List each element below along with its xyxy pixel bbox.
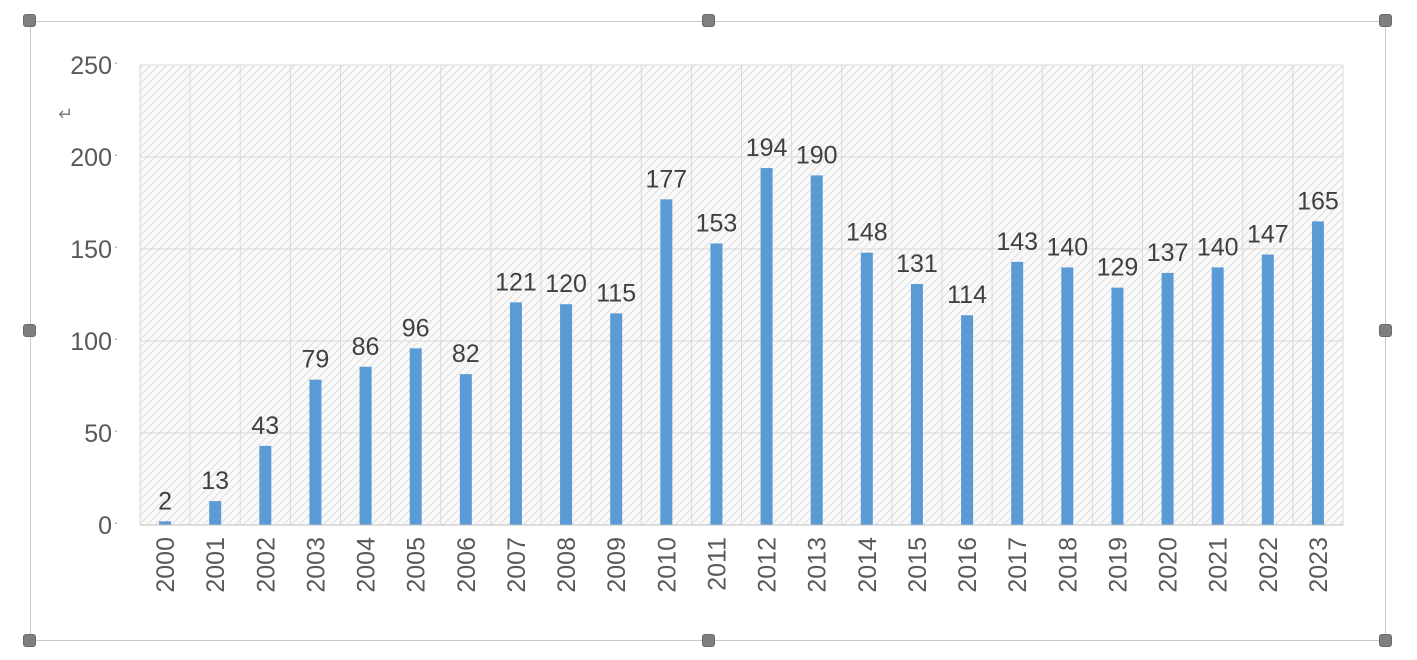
x-tick-label: 2013	[804, 537, 832, 593]
data-label: 129	[1097, 254, 1139, 282]
y-tick-mark: ·	[114, 147, 118, 162]
x-tick-label: 2012	[754, 537, 782, 593]
y-tick-label: 100	[70, 328, 112, 356]
bar	[209, 501, 222, 525]
resize-handle-bottom-right[interactable]	[1379, 634, 1392, 647]
data-label: 140	[1197, 233, 1239, 261]
data-label: 190	[796, 141, 838, 169]
resize-handle-bottom-center[interactable]	[702, 634, 715, 647]
bar	[810, 175, 823, 525]
resize-handle-bottom-left[interactable]	[23, 634, 36, 647]
bar	[710, 243, 723, 526]
data-label: 121	[495, 268, 537, 296]
data-label: 79	[302, 346, 330, 374]
data-label: 82	[452, 340, 480, 368]
y-tick-mark: ·	[114, 331, 118, 346]
resize-handle-middle-left[interactable]	[23, 324, 36, 337]
data-label: 96	[402, 314, 430, 342]
x-tick-label: 2021	[1205, 537, 1233, 593]
bar	[1011, 261, 1024, 525]
data-label: 114	[947, 281, 987, 309]
bar	[610, 313, 623, 525]
y-axis-paragraph-mark: ↵	[58, 104, 73, 124]
x-tick-label: 2017	[1004, 537, 1032, 593]
bar	[961, 315, 974, 525]
data-label: 165	[1297, 187, 1339, 215]
bar	[1111, 287, 1124, 525]
data-label: 153	[696, 209, 738, 237]
x-tick-label: 2003	[302, 537, 330, 593]
data-label: 43	[251, 412, 279, 440]
data-label: 148	[846, 219, 888, 247]
x-tick-label: 2005	[403, 537, 431, 593]
bar	[259, 445, 272, 525]
bar	[409, 348, 422, 525]
resize-handle-top-left[interactable]	[23, 14, 36, 27]
resize-handle-middle-right[interactable]	[1379, 324, 1392, 337]
bar	[560, 304, 573, 525]
bar	[910, 283, 923, 525]
data-label: 86	[352, 333, 380, 361]
data-label: 147	[1247, 221, 1289, 249]
bar	[860, 252, 873, 525]
data-label: 143	[996, 228, 1038, 256]
data-label: 131	[896, 250, 938, 278]
bar	[309, 379, 322, 525]
bar	[760, 168, 773, 526]
data-label: 2	[158, 487, 172, 515]
data-label: 137	[1147, 239, 1189, 267]
resize-handle-top-center[interactable]	[702, 14, 715, 27]
resize-handle-top-right[interactable]	[1379, 14, 1392, 27]
bar	[509, 302, 522, 525]
y-tick-label: 0	[98, 512, 112, 540]
x-tick-label: 2018	[1054, 537, 1082, 593]
bar	[159, 521, 172, 525]
data-label: 13	[201, 467, 229, 495]
y-tick-mark: ·	[114, 515, 118, 530]
x-tick-label: 2022	[1255, 537, 1283, 593]
x-tick-label: 2006	[453, 537, 481, 593]
x-tick-label: 2015	[904, 537, 932, 593]
bar	[1311, 221, 1324, 525]
bar	[660, 199, 673, 525]
bar	[359, 366, 372, 525]
axes: 0·50·100·150·200·250·2000 2001 2002 2003 200…	[70, 52, 1343, 593]
data-label: 177	[645, 165, 687, 193]
bar	[1161, 272, 1174, 525]
bar	[459, 374, 472, 525]
x-tick-label: 2019	[1104, 537, 1132, 593]
data-label: 140	[1046, 233, 1088, 261]
bars	[159, 168, 1324, 526]
x-tick-label: 2011	[703, 537, 731, 591]
bar	[1211, 267, 1224, 525]
x-tick-label: 2023	[1305, 537, 1333, 593]
data-label: 120	[545, 270, 587, 298]
x-tick-label: 2007	[503, 537, 531, 593]
x-tick-label: 2016	[954, 537, 982, 593]
bar	[1061, 267, 1074, 525]
y-tick-label: 200	[70, 144, 112, 172]
data-label: 194	[746, 134, 788, 162]
x-tick-label: 2009	[603, 537, 631, 593]
x-tick-label: 2010	[653, 537, 681, 593]
x-tick-label: 2001	[202, 537, 230, 593]
y-tick-label: 50	[84, 420, 112, 448]
x-tick-label: 2000	[152, 537, 180, 593]
bar	[1261, 254, 1274, 525]
y-tick-label: 250	[70, 52, 112, 80]
y-tick-mark: ·	[114, 55, 118, 70]
x-tick-label: 2020	[1155, 537, 1183, 593]
y-tick-mark: ·	[114, 423, 118, 438]
data-label: 115	[596, 279, 636, 307]
x-tick-label: 2004	[353, 537, 381, 593]
x-tick-label: 2008	[553, 537, 581, 593]
y-tick-label: 150	[70, 236, 112, 264]
x-tick-label: 2014	[854, 537, 882, 593]
y-tick-mark: ·	[114, 239, 118, 254]
data-labels: 2 13 43 79 86 96 82 121 120 115 177 153 194 190 148 131…	[158, 134, 1339, 515]
x-tick-label: 2002	[252, 537, 280, 593]
